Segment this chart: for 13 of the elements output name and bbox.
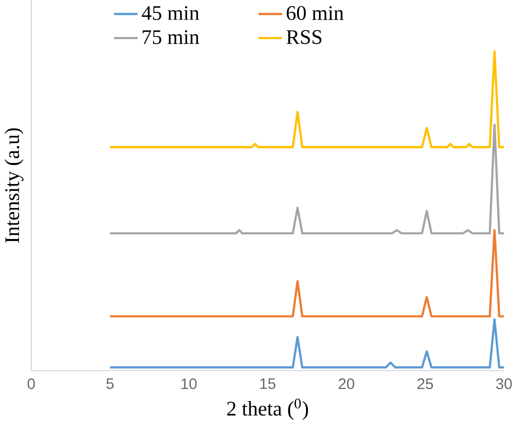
y-axis-title: Intensity (a.u) <box>4 128 24 242</box>
x-tick-label: 20 <box>338 378 354 389</box>
legend-label: 60 min <box>286 6 344 20</box>
x-tick-label: 5 <box>106 378 114 389</box>
x-tick-label: 0 <box>28 378 35 389</box>
x-axis-title: 2 theta ($^{0}$) <box>227 398 308 420</box>
x-tick-label: 30 <box>496 378 512 389</box>
x-tick-label: 15 <box>260 378 276 389</box>
x-tick-label: 25 <box>417 378 433 389</box>
legend-label: RSS <box>286 30 322 44</box>
legend-label: 45 min <box>142 6 200 20</box>
legend-label: 75 min <box>142 30 200 44</box>
x-tick-label: 10 <box>182 378 197 389</box>
